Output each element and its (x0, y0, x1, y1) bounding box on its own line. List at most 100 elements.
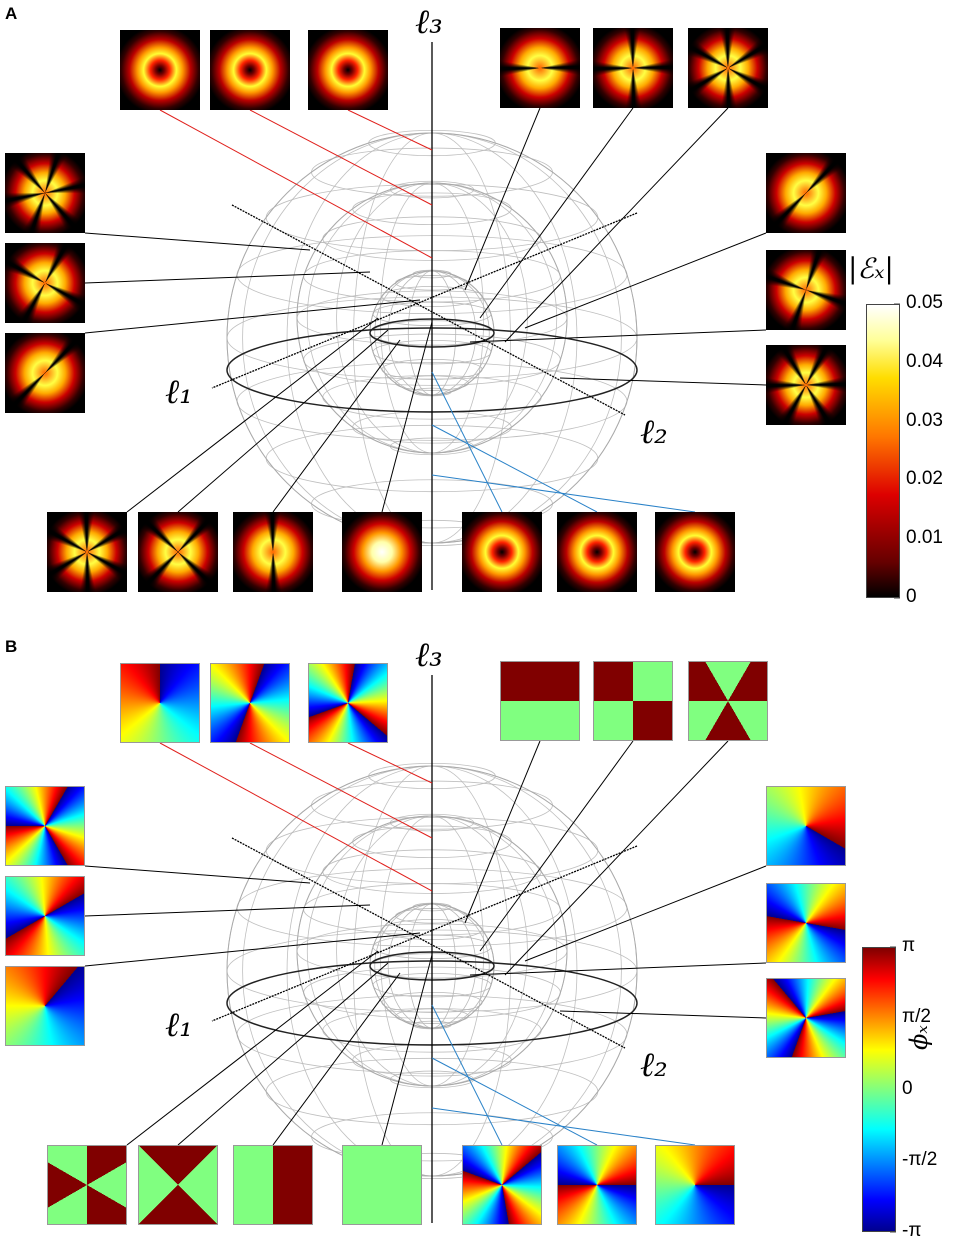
connector (84, 271, 371, 284)
mode-image (120, 30, 200, 110)
connector (504, 740, 729, 976)
mode-image (766, 786, 846, 866)
connector (464, 740, 541, 924)
connector (431, 474, 696, 513)
mode-image (210, 663, 290, 743)
connector (347, 742, 433, 784)
mode-image (500, 661, 580, 741)
axis-label: ℓ₃ (415, 635, 443, 675)
mode-image (308, 663, 388, 743)
colorbar-label: |ℰₓ| (848, 252, 894, 285)
connector (84, 904, 371, 917)
mode-image (47, 512, 127, 592)
mode-image (138, 512, 218, 592)
mode-image (308, 30, 388, 110)
mode-image (557, 512, 637, 592)
mode-image (5, 243, 85, 323)
connector (381, 321, 433, 513)
colorbar-tick-label: 0 (906, 586, 917, 607)
connector (469, 962, 767, 976)
connector (84, 299, 421, 334)
mode-image (766, 153, 846, 233)
connector (159, 742, 433, 892)
colorbar-tick-label: 0.03 (906, 409, 943, 431)
connector (479, 740, 634, 952)
colorbar (866, 304, 900, 598)
colorbar-tick-label: -π/2 (902, 1148, 938, 1170)
colorbar-tick-label: 0.02 (906, 468, 943, 490)
connector (84, 865, 311, 884)
axis-label: ℓ₂ (640, 1045, 668, 1085)
mode-image (138, 1145, 218, 1225)
mode-image (5, 786, 85, 866)
connector (469, 329, 767, 343)
colorbar-tick-label: 0 (902, 1077, 913, 1099)
connector (159, 109, 433, 259)
connector (479, 107, 634, 319)
connector (177, 329, 389, 513)
mode-image (766, 250, 846, 330)
mode-image (655, 512, 735, 592)
mode-image (342, 512, 422, 592)
mode-image (766, 345, 846, 425)
mode-image (462, 1145, 542, 1225)
mode-image (688, 28, 768, 108)
connector (431, 371, 503, 513)
mode-image (593, 661, 673, 741)
connector (126, 317, 379, 513)
connector (559, 1010, 767, 1019)
connector (84, 232, 311, 251)
colorbar-tick-label: π/2 (902, 1006, 931, 1028)
mode-image (210, 30, 290, 110)
mode-image (233, 512, 313, 592)
connector (272, 339, 401, 513)
connector (431, 424, 598, 513)
connector (431, 1107, 696, 1146)
mode-image (5, 333, 85, 413)
mode-image (766, 978, 846, 1058)
colorbar-tick-label: 0.01 (906, 527, 943, 549)
mode-image (500, 28, 580, 108)
mode-image (5, 966, 85, 1046)
axis-l1 (211, 845, 638, 1022)
axis-label: ℓ₂ (640, 412, 668, 452)
mode-image (342, 1145, 422, 1225)
connector (524, 232, 767, 329)
mode-image (688, 661, 768, 741)
colorbar-tick-label: 0.04 (906, 350, 943, 372)
connector (559, 377, 767, 386)
connector (249, 742, 433, 839)
colorbar-label: ϕₓ (905, 1025, 933, 1050)
mode-image (766, 883, 846, 963)
axis-label: ℓ₁ (165, 1005, 193, 1045)
connector (347, 109, 433, 151)
connector (524, 865, 767, 962)
mode-image (120, 663, 200, 743)
connector (381, 954, 433, 1146)
colorbar-tick-label: -π (902, 1220, 922, 1241)
mode-image (593, 28, 673, 108)
colorbar (862, 947, 896, 1232)
connector (84, 932, 421, 967)
connector (431, 1004, 503, 1146)
colorbar-tick-label: 0.05 (906, 292, 943, 313)
mode-image (462, 512, 542, 592)
colorbar-tick-label: π (902, 935, 916, 956)
axis-l1 (211, 212, 638, 389)
connector (126, 950, 379, 1146)
axis-label: ℓ₃ (415, 2, 443, 42)
mode-image (5, 876, 85, 956)
axis-label: ℓ₁ (165, 372, 193, 412)
connector (177, 962, 389, 1146)
connector (431, 1057, 598, 1146)
axis-l2 (231, 837, 626, 1049)
mode-image (557, 1145, 637, 1225)
axis-l2 (231, 204, 626, 416)
mode-image (47, 1145, 127, 1225)
connector (464, 107, 541, 291)
connector (272, 972, 401, 1146)
mode-image (5, 153, 85, 233)
mode-image (655, 1145, 735, 1225)
